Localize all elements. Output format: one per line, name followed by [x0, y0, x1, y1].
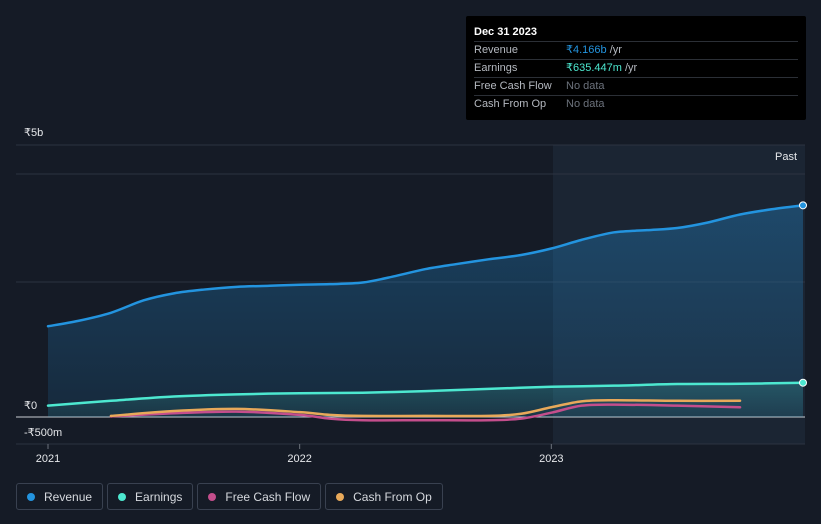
- tooltip-label: Revenue: [474, 44, 519, 56]
- revenue-dot-icon: [27, 492, 35, 501]
- free-cash-flow-dot-icon: [208, 492, 217, 501]
- free-cash-flow-line: [109, 403, 742, 422]
- x-tick-label: 2021: [36, 453, 60, 465]
- revenue-area: [48, 205, 803, 417]
- legend-label: Cash From Op: [353, 489, 432, 504]
- legend-item-free-cash-flow[interactable]: Free Cash Flow: [197, 483, 322, 510]
- financial-chart: ₹5b ₹0 -₹500m 2021 2022 2023 Past: [16, 127, 807, 465]
- legend-item-cash-from-op[interactable]: Cash From Op: [325, 483, 443, 510]
- chart-legend: Revenue Earnings Free Cash Flow Cash Fro…: [16, 483, 443, 510]
- tooltip-fcf-value: No data: [566, 80, 605, 92]
- tooltip-row-earnings: Earnings ₹635.447m /yr: [474, 60, 798, 78]
- tooltip-row-cash-from-op: Cash From Op No data: [474, 96, 798, 113]
- tooltip-date: Dec 31 2023: [474, 24, 798, 42]
- tooltip-cfo-value: No data: [566, 98, 605, 110]
- tooltip-label: Earnings: [474, 62, 518, 74]
- revenue-end-marker[interactable]: [799, 201, 807, 210]
- tooltip-label: Cash From Op: [474, 98, 547, 110]
- legend-item-revenue[interactable]: Revenue: [16, 483, 104, 510]
- past-label: Past: [775, 151, 797, 163]
- legend-label: Earnings: [135, 489, 183, 504]
- legend-label: Free Cash Flow: [225, 489, 311, 504]
- tooltip-revenue-value: ₹4.166b: [566, 44, 607, 56]
- earnings-dot-icon: [118, 492, 127, 501]
- cash-from-op-dot-icon: [336, 492, 345, 501]
- x-tick-label: 2023: [539, 453, 563, 465]
- tooltip-panel: Dec 31 2023 Revenue ₹4.166b /yr Earnings…: [466, 16, 806, 120]
- x-tick-label: 2022: [287, 453, 311, 465]
- series-lines: [46, 204, 805, 422]
- tooltip-unit: /yr: [621, 62, 638, 74]
- end-markers: [799, 201, 807, 387]
- earnings-line: [46, 381, 805, 407]
- tooltip-earnings-value: ₹635.447m: [566, 62, 622, 74]
- tooltip-row-revenue: Revenue ₹4.166b /yr: [474, 42, 798, 60]
- cash-from-op-line: [109, 399, 742, 418]
- y-tick-label: ₹0: [24, 400, 37, 412]
- y-tick-label: ₹5b: [24, 127, 43, 139]
- earnings-end-marker[interactable]: [799, 378, 807, 387]
- tooltip-label: Free Cash Flow: [474, 80, 552, 92]
- tooltip-unit: /yr: [606, 44, 622, 56]
- tooltip-value: ₹635.447m /yr: [566, 60, 637, 77]
- revenue-line: [46, 204, 805, 328]
- tooltip-value: ₹4.166b /yr: [566, 42, 622, 59]
- y-tick-label: -₹500m: [24, 427, 62, 439]
- y-axis-ticks: ₹5b ₹0 -₹500m: [24, 127, 62, 439]
- legend-label: Revenue: [44, 489, 93, 504]
- tooltip-row-free-cash-flow: Free Cash Flow No data: [474, 78, 798, 96]
- x-axis-ticks: 2021 2022 2023: [36, 444, 564, 465]
- legend-item-earnings[interactable]: Earnings: [107, 483, 194, 510]
- series-areas: [48, 205, 803, 417]
